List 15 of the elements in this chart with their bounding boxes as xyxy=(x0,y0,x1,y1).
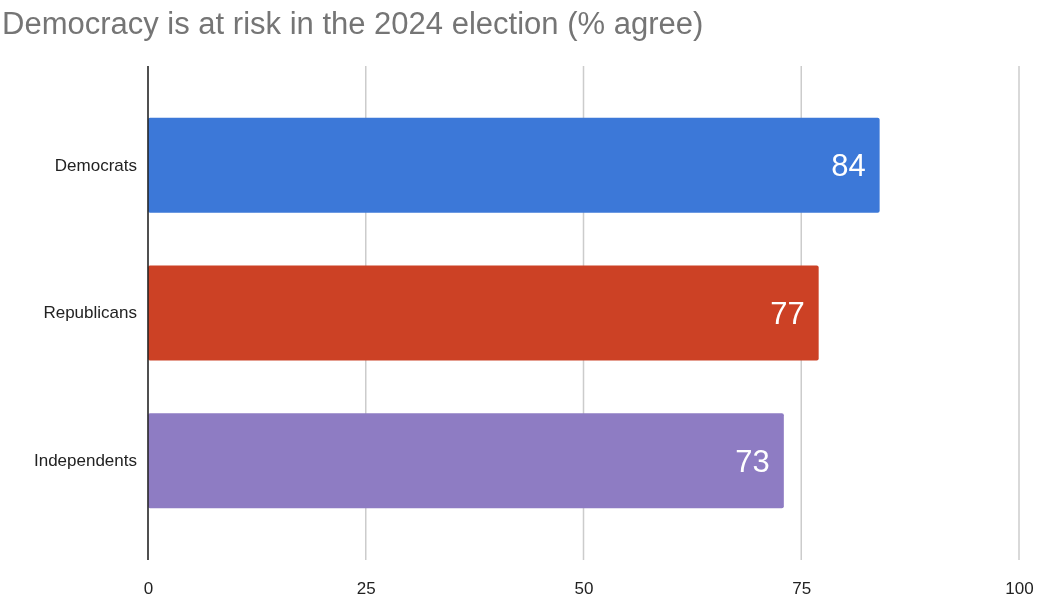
x-tick-label: 25 xyxy=(356,579,376,594)
chart-title: Democracy is at risk in the 2024 election (% agree) xyxy=(2,6,704,41)
bar xyxy=(148,413,784,509)
data-label: 84 xyxy=(831,148,866,184)
x-tick-label: 75 xyxy=(792,579,812,594)
x-tick-label: 100 xyxy=(1005,579,1034,594)
bar xyxy=(148,117,880,213)
data-label: 73 xyxy=(735,443,770,479)
y-tick-label: Democrats xyxy=(54,155,137,175)
data-label: 77 xyxy=(770,296,805,331)
x-tick-label: 50 xyxy=(574,579,594,594)
y-tick-label: Republicans xyxy=(43,303,137,323)
y-tick-label: Independents xyxy=(33,451,137,471)
x-tick-label: 0 xyxy=(143,579,154,594)
bar xyxy=(148,265,819,361)
